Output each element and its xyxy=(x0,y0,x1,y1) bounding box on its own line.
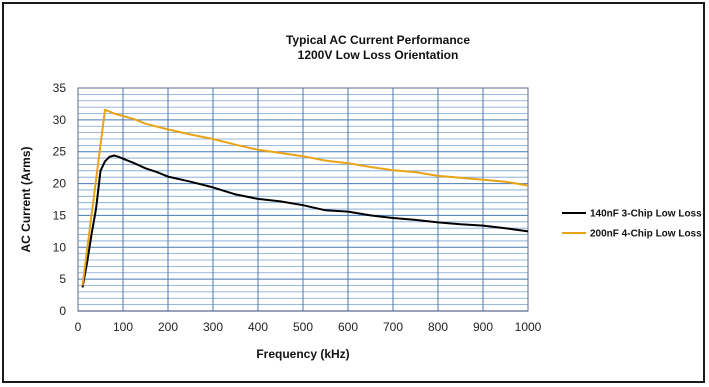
plot-area xyxy=(77,87,529,312)
y-tick-label: 10 xyxy=(53,240,67,254)
major-gridlines xyxy=(78,88,528,312)
x-tick-label: 400 xyxy=(248,320,268,334)
y-tick-label: 25 xyxy=(53,145,67,159)
x-tick-label: 0 xyxy=(75,320,82,334)
x-tick-label: 100 xyxy=(113,320,133,334)
chart-subtitle: 1200V Low Loss Orientation xyxy=(298,48,459,62)
x-axis-label: Frequency (kHz) xyxy=(256,347,349,361)
line-chart: Typical AC Current Performance 1200V Low… xyxy=(19,33,702,361)
x-tick-label: 300 xyxy=(203,320,223,334)
y-tick-label: 0 xyxy=(59,304,66,318)
series-line-1 xyxy=(81,154,529,288)
x-tick-label: 500 xyxy=(293,320,313,334)
x-axis-ticks: 0 100 200 300 400 500 600 700 800 900 1000 xyxy=(75,320,542,334)
x-tick-label: 1000 xyxy=(515,320,542,334)
y-tick-label: 35 xyxy=(53,81,67,95)
chart-frame: Typical AC Current Performance 1200V Low… xyxy=(2,2,705,383)
x-tick-label: 700 xyxy=(383,320,403,334)
y-axis-ticks: 0 5 10 15 20 25 30 35 xyxy=(53,81,67,318)
series-line-2 xyxy=(81,108,529,286)
legend-label-2: 200nF 4-Chip Low Loss xyxy=(590,229,702,240)
series-lines xyxy=(81,108,529,288)
x-tick-label: 800 xyxy=(428,320,448,334)
chart-title: Typical AC Current Performance xyxy=(286,33,470,47)
x-tick-label: 600 xyxy=(338,320,358,334)
y-tick-label: 20 xyxy=(53,177,67,191)
x-tick-label: 200 xyxy=(158,320,178,334)
legend: 140nF 3-Chip Low Loss 200nF 4-Chip Low Lo… xyxy=(562,209,702,240)
y-tick-label: 30 xyxy=(53,113,67,127)
y-tick-label: 5 xyxy=(59,272,66,286)
y-tick-label: 15 xyxy=(53,208,67,222)
y-axis-label: AC Current (Arms) xyxy=(19,146,33,252)
x-tick-label: 900 xyxy=(473,320,493,334)
legend-label-1: 140nF 3-Chip Low Loss xyxy=(590,209,702,220)
